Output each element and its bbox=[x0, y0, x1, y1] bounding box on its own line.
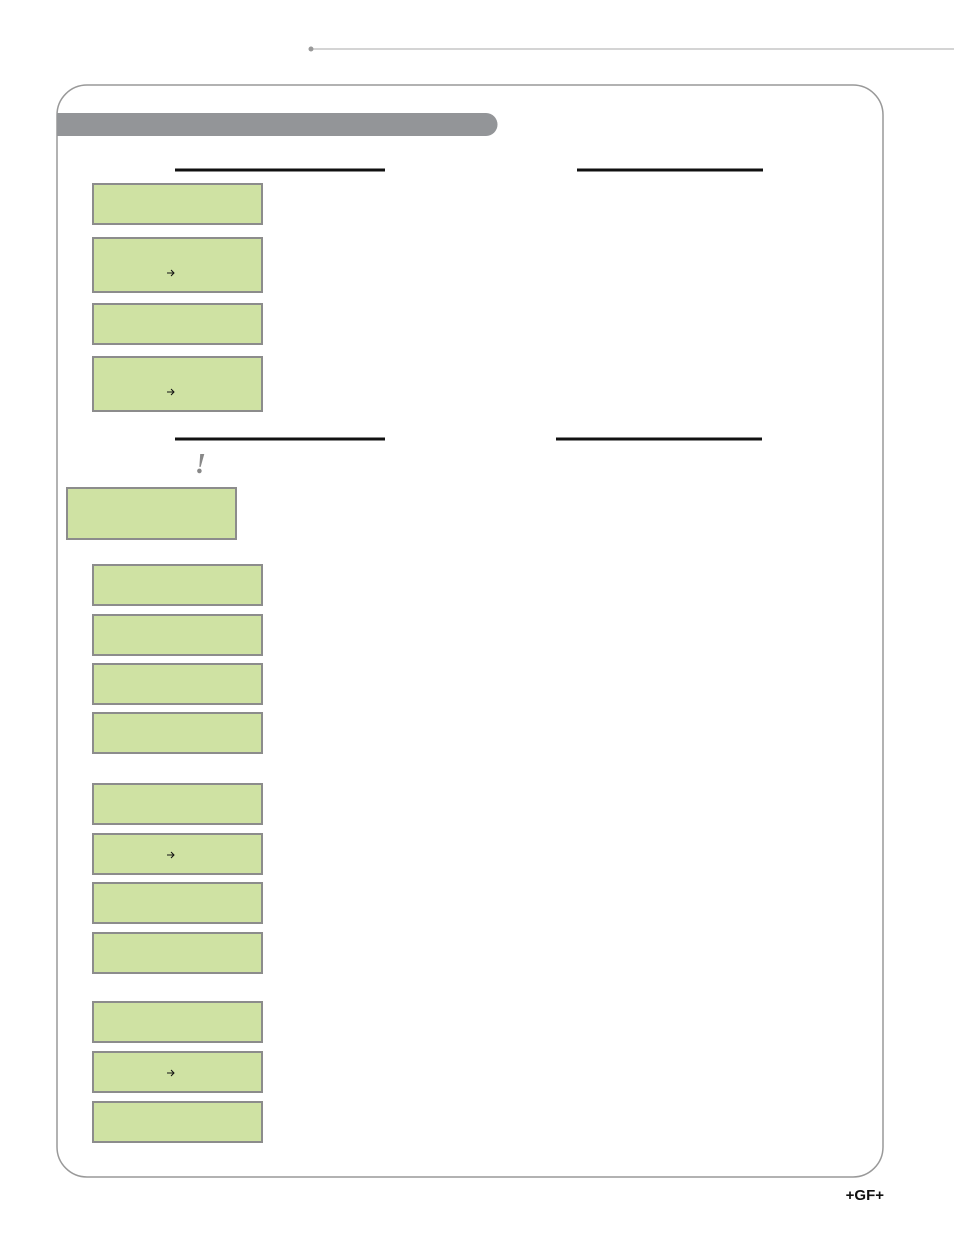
arrow-icon bbox=[167, 269, 175, 277]
lcd-display bbox=[92, 663, 263, 705]
lcd-display bbox=[92, 932, 263, 974]
lcd-display bbox=[92, 783, 263, 825]
arrow-icon bbox=[167, 851, 175, 859]
lcd-display bbox=[92, 356, 263, 412]
lcd-display bbox=[92, 882, 263, 924]
lcd-display bbox=[92, 303, 263, 345]
logo: +GF+ bbox=[846, 1187, 885, 1204]
header-dot bbox=[308, 46, 314, 52]
arrow-icon bbox=[167, 388, 175, 396]
lcd-display bbox=[92, 1001, 263, 1043]
lcd-display bbox=[92, 183, 263, 225]
lcd-display bbox=[92, 712, 263, 754]
lcd-display bbox=[92, 237, 263, 293]
lcd-display bbox=[92, 1101, 263, 1143]
arrow-icon bbox=[167, 1069, 175, 1077]
lcd-display bbox=[92, 564, 263, 606]
notice-mark: ! bbox=[195, 449, 206, 480]
lcd-display bbox=[92, 1051, 263, 1093]
section-bar bbox=[57, 113, 498, 136]
content-frame bbox=[56, 84, 884, 1178]
lcd-display bbox=[66, 487, 237, 540]
display-boxes bbox=[66, 183, 263, 1143]
lcd-display bbox=[92, 614, 263, 656]
lcd-display bbox=[92, 833, 263, 875]
